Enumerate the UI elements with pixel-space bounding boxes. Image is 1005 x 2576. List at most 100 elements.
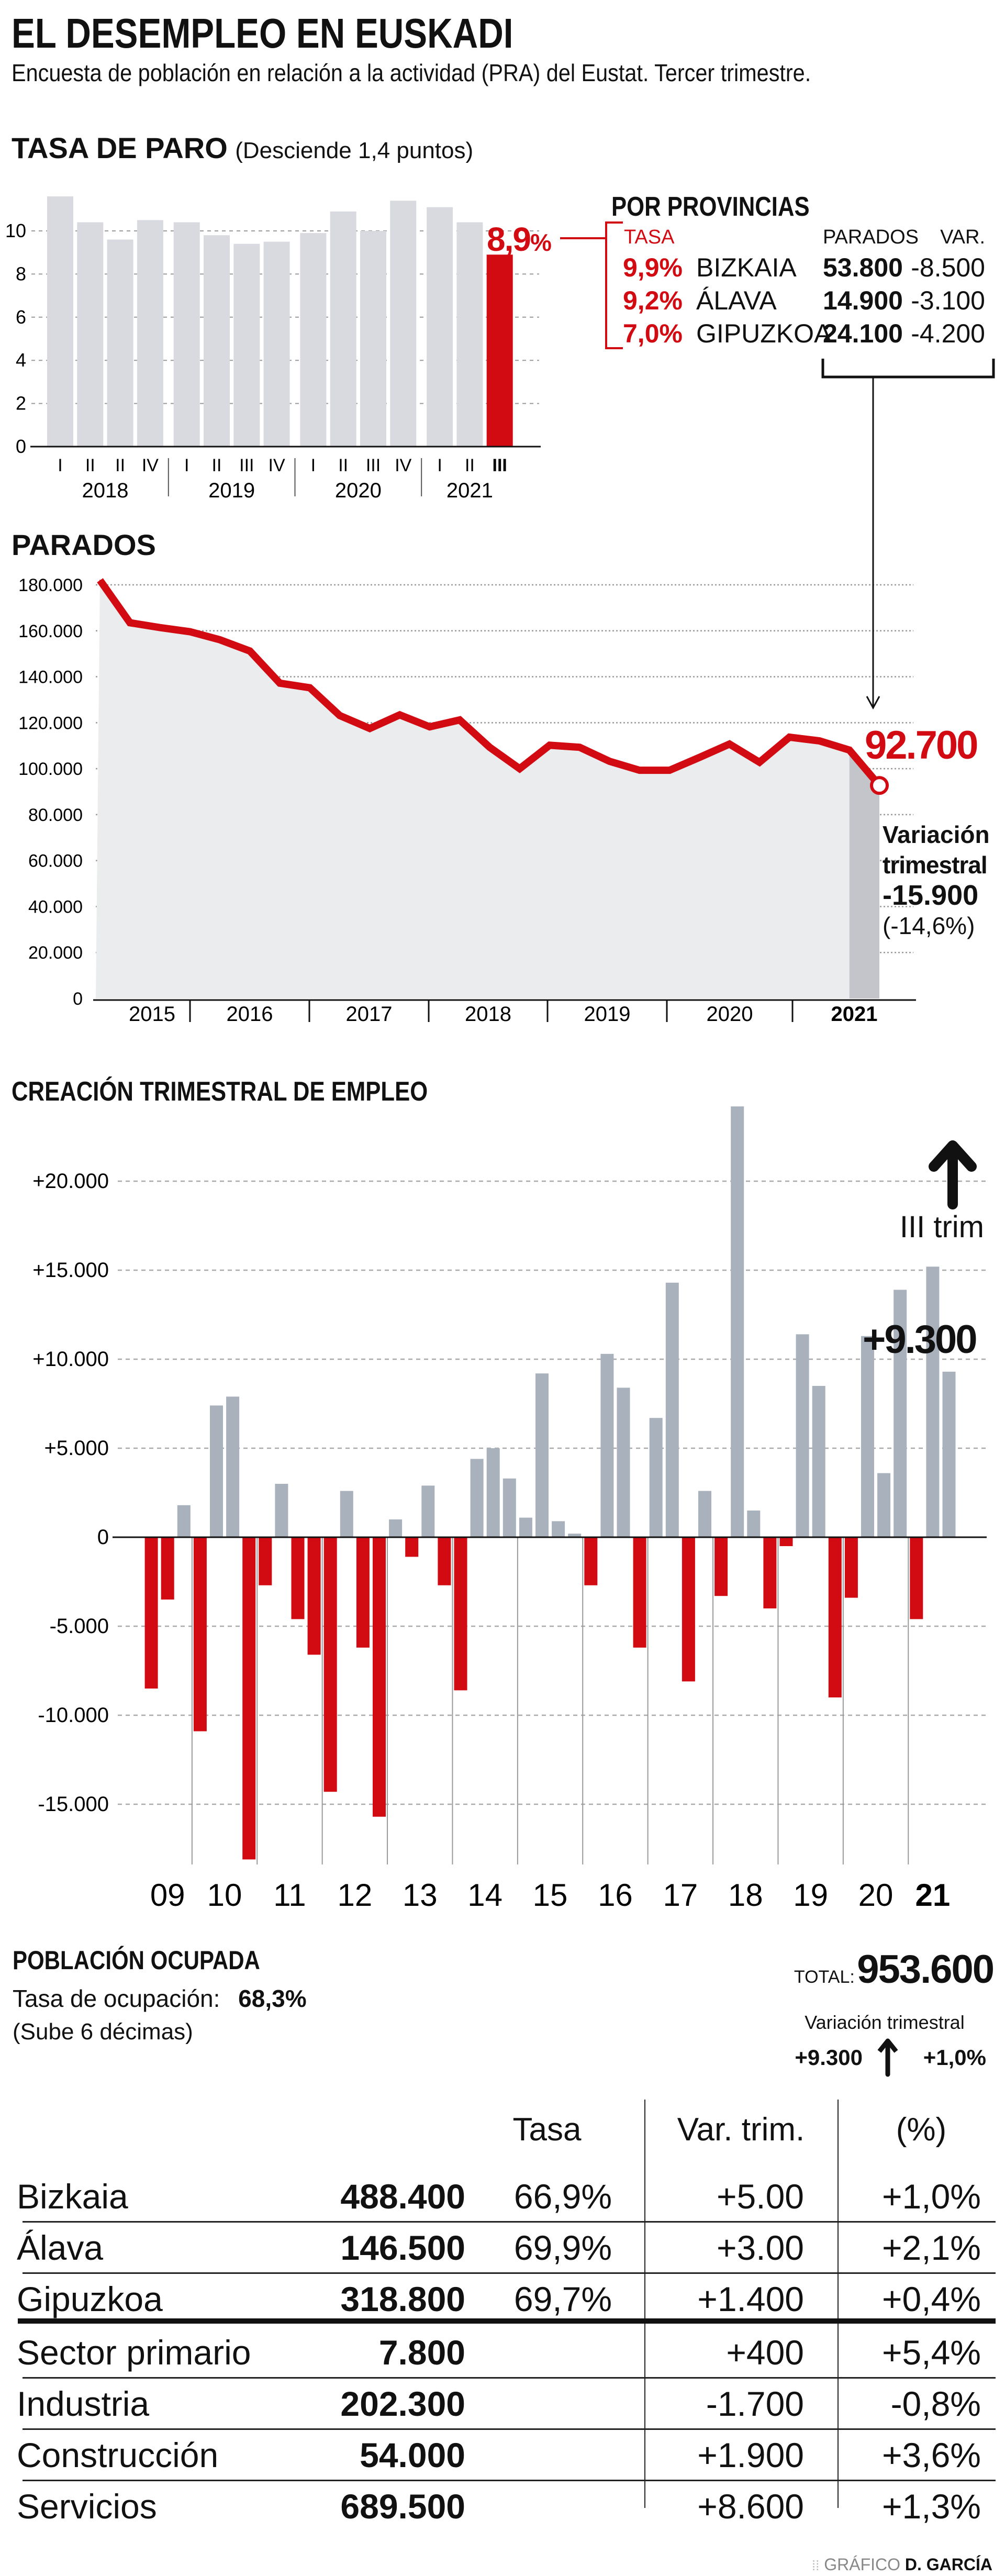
ocupada-tasa-value: 68,3% bbox=[238, 1985, 307, 2012]
row-divider bbox=[23, 2377, 996, 2379]
row-divider bbox=[23, 2221, 996, 2223]
data-point bbox=[369, 728, 371, 729]
y-tick-label: 180.000 bbox=[18, 575, 83, 595]
credit-label: GRÁFICO bbox=[824, 2555, 900, 2574]
data-point bbox=[669, 770, 671, 771]
table-cell-pct: +1,0% bbox=[882, 2177, 981, 2216]
page-subtitle-text: Encuesta de población en relación a la a… bbox=[12, 59, 811, 86]
bar bbox=[747, 1511, 761, 1537]
table-header-pct: (%) bbox=[896, 2112, 947, 2148]
page-subtitle: Encuesta de población en relación a la a… bbox=[12, 59, 900, 87]
data-point bbox=[699, 757, 700, 758]
ocupada-title-text: POBLACIÓN OCUPADA bbox=[13, 1946, 260, 1975]
quarter-label: I bbox=[311, 456, 316, 475]
bar bbox=[421, 1485, 435, 1537]
y-tick-label: -5.000 bbox=[50, 1615, 109, 1638]
year-label: 15 bbox=[533, 1878, 568, 1913]
bar bbox=[470, 1459, 484, 1537]
table-cell-pct: +2,1% bbox=[882, 2228, 981, 2267]
data-point bbox=[639, 770, 640, 771]
provincia-var: -8.500 bbox=[911, 253, 985, 282]
bar bbox=[633, 1537, 646, 1648]
arrow-up-icon bbox=[929, 1140, 977, 1209]
year-label: 21 bbox=[915, 1878, 951, 1913]
quarter-label: II bbox=[338, 456, 348, 475]
data-point bbox=[459, 719, 461, 721]
table-cell-name: Sector primario bbox=[17, 2333, 251, 2372]
provincia-name: ÁLAVA bbox=[696, 286, 777, 315]
page-title: EL DESEMPLEO EN EUSKADI bbox=[12, 9, 609, 58]
bar bbox=[210, 1405, 223, 1537]
bar bbox=[600, 1353, 614, 1537]
provincia-parados: 24.100 bbox=[823, 319, 903, 348]
section-divider bbox=[18, 2318, 996, 2324]
bar bbox=[373, 1537, 386, 1817]
bar bbox=[173, 222, 200, 447]
bar bbox=[47, 196, 73, 447]
year-label: 10 bbox=[207, 1878, 242, 1913]
bar bbox=[193, 1537, 207, 1731]
parados-last-value: 92.700 bbox=[865, 723, 978, 768]
variation-pct: (-14,6%) bbox=[883, 912, 975, 939]
empleo-title-text: CREACIÓN TRIMESTRAL DE EMPLEO bbox=[12, 1076, 428, 1107]
bar bbox=[263, 241, 290, 447]
table-cell-pct: +0,4% bbox=[882, 2280, 981, 2318]
bar bbox=[77, 222, 104, 447]
bar bbox=[779, 1537, 793, 1546]
provincia-tasa: 9,9% bbox=[623, 253, 683, 282]
parados-variation: Variación trimestral -15.900 (-14,6%) bbox=[883, 819, 990, 941]
provincia-var: -4.200 bbox=[911, 319, 985, 348]
bar bbox=[356, 1537, 370, 1648]
quarter-label: IV bbox=[269, 456, 285, 475]
year-label: 2015 bbox=[129, 1003, 175, 1026]
row-divider bbox=[23, 2480, 996, 2481]
page-title-text: EL DESEMPLEO EN EUSKADI bbox=[12, 10, 513, 57]
quarter-label: III bbox=[239, 456, 254, 475]
bar bbox=[568, 1534, 582, 1537]
arrow-down-icon bbox=[866, 696, 880, 710]
bar bbox=[144, 1537, 158, 1689]
data-point bbox=[789, 736, 790, 738]
data-point bbox=[339, 715, 341, 716]
bar bbox=[389, 1519, 403, 1537]
quarter-label: II bbox=[465, 456, 475, 475]
ocupada-var-abs: +9.300 bbox=[795, 2045, 863, 2070]
year-label: 2018 bbox=[465, 1003, 511, 1026]
bar bbox=[107, 239, 133, 447]
parados-bracket bbox=[821, 359, 995, 379]
table-cell-value: 7.800 bbox=[378, 2333, 465, 2372]
table-cell-var: +5.00 bbox=[717, 2177, 804, 2216]
table-row: Industria 202.300 -1.700 -0,8% bbox=[0, 2379, 1005, 2430]
y-tick-label: 60.000 bbox=[28, 851, 83, 871]
provincias-header-var: VAR. bbox=[940, 226, 985, 248]
y-tick-label: 2 bbox=[16, 393, 26, 414]
tasa-note: (Desciende 1,4 puntos) bbox=[235, 138, 474, 163]
bar bbox=[486, 1448, 500, 1537]
bar bbox=[731, 1106, 744, 1537]
ocupada-tasa-note: (Sube 6 décimas) bbox=[13, 2019, 193, 2045]
ocupada-tasa-label: Tasa de ocupación: bbox=[13, 1985, 220, 2012]
table-cell-var: +1.400 bbox=[697, 2280, 804, 2318]
y-tick-label: +5.000 bbox=[44, 1437, 109, 1460]
table-row: Sector primario 7.800 +400 +5,4% bbox=[0, 2327, 1005, 2379]
creacion-empleo-chart: +20.000 +15.000 +10.000 +5.000 0 -5.000 -10.00… bbox=[32, 1106, 987, 1913]
bar bbox=[926, 1267, 940, 1537]
bar bbox=[242, 1537, 256, 1860]
data-point bbox=[219, 639, 221, 640]
year-label: 13 bbox=[403, 1878, 438, 1913]
bar bbox=[796, 1334, 809, 1537]
table-cell-pct: +5,4% bbox=[882, 2333, 981, 2372]
y-tick-label: -15.000 bbox=[38, 1793, 109, 1816]
y-tick-label: 100.000 bbox=[18, 759, 83, 779]
ocupada-tasa: Tasa de ocupación: 68,3% bbox=[13, 1984, 307, 2013]
tasa-current-value: 8,9% bbox=[487, 220, 552, 259]
year-label: 19 bbox=[793, 1878, 828, 1913]
bar bbox=[584, 1537, 598, 1585]
data-point bbox=[579, 747, 580, 748]
bar bbox=[390, 201, 417, 447]
table-cell-value: 202.300 bbox=[340, 2384, 465, 2423]
quarter-label: II bbox=[85, 456, 95, 475]
bar bbox=[763, 1537, 777, 1608]
